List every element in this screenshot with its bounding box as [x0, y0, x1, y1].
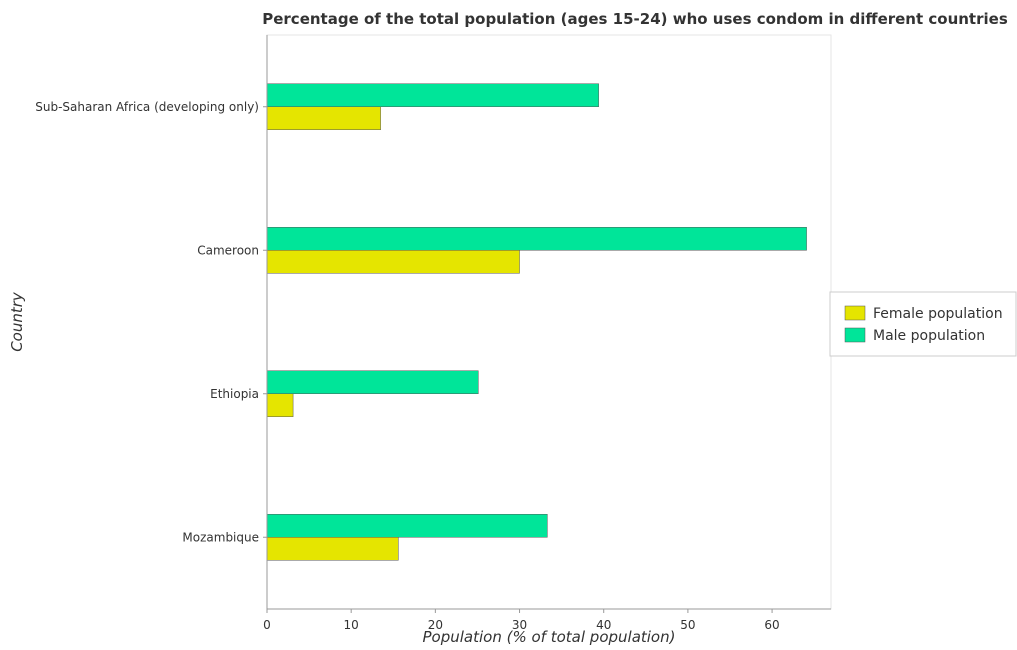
x-tick-label-1: 10 [344, 618, 359, 632]
y-tick-label-0: Sub-Saharan Africa (developing only) [35, 100, 259, 114]
x-tick-label-4: 40 [596, 618, 611, 632]
bar-female-1 [266, 250, 520, 274]
x-tick-label-3: 30 [512, 618, 527, 632]
bar-female-3 [266, 537, 399, 561]
chart-title: Percentage of the total population (ages… [262, 10, 1008, 28]
legend-box [829, 291, 1017, 357]
y-tick-label-3: Mozambique [182, 530, 259, 544]
bar-male-0 [266, 83, 599, 107]
legend-swatch-0 [844, 305, 866, 321]
x-tick-label-0: 0 [263, 618, 271, 632]
y-tick-labels: Sub-Saharan Africa (developing only) Came… [35, 100, 267, 544]
x-tick-label-6: 60 [764, 618, 779, 632]
bar-male-2 [266, 370, 479, 394]
x-tick-labels: 0 10 20 30 40 50 60 [263, 609, 780, 632]
bar-male-1 [266, 227, 807, 251]
x-tick-label-5: 50 [680, 618, 695, 632]
bar-female-2 [266, 393, 294, 417]
y-axis-label: Country [8, 291, 26, 352]
y-tick-label-2: Ethiopia [210, 387, 259, 401]
bar-female-0 [266, 106, 381, 130]
x-axis-label: Population (% of total population) [423, 628, 676, 646]
legend-label-1: Male population [873, 328, 985, 344]
legend: Female population Male population [829, 291, 1017, 357]
bar-male-3 [266, 514, 548, 538]
legend-swatch-1 [844, 327, 866, 343]
y-tick-label-1: Cameroon [197, 243, 259, 257]
x-tick-label-2: 20 [428, 618, 443, 632]
bars-group [266, 83, 807, 561]
plot-area [266, 34, 832, 610]
legend-label-0: Female population [873, 306, 1003, 322]
